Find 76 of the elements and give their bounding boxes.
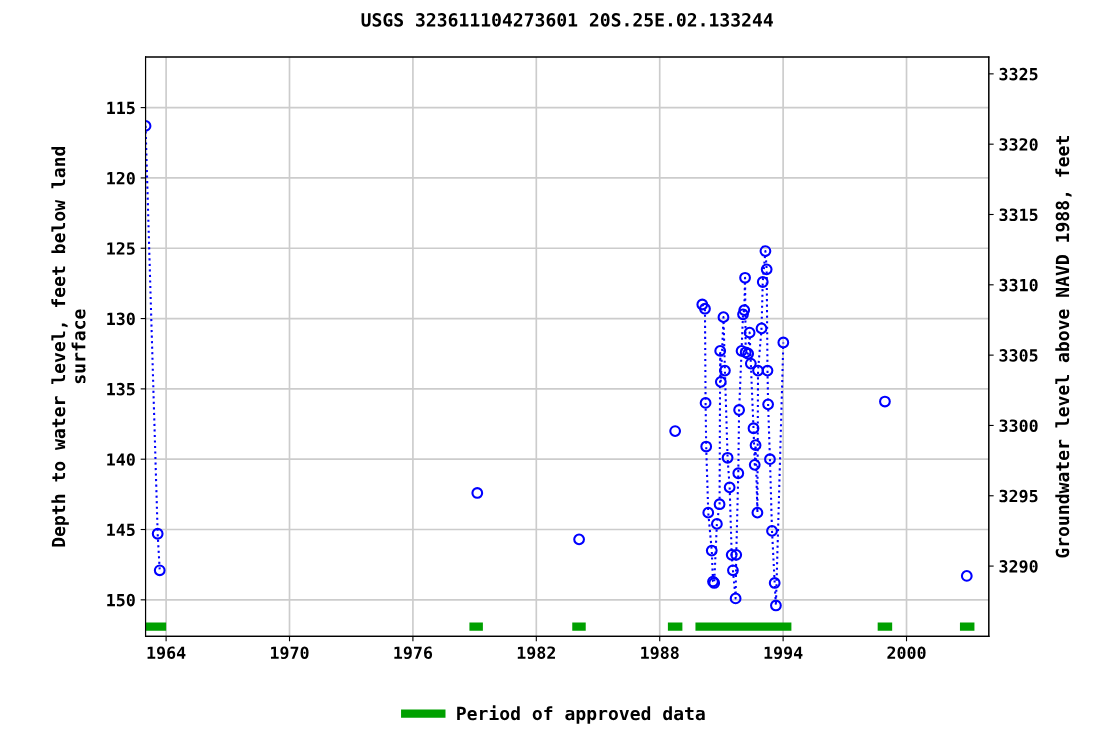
chart-title: USGS 323611104273601 20S.25E.02.133244: [361, 13, 773, 27]
x-tick-label: 1988: [641, 646, 679, 660]
point: [770, 599, 782, 612]
point: [766, 525, 778, 537]
point: [737, 308, 749, 321]
point: [700, 440, 713, 453]
y-tick-label: 140: [107, 453, 135, 466]
point: [696, 298, 709, 311]
point: [725, 548, 738, 561]
y2-tick-label: 3325: [999, 67, 1038, 81]
point: [669, 425, 682, 437]
y2-tick-label: 3300: [999, 419, 1038, 433]
x-tick-label: 1982: [517, 646, 555, 660]
point: [744, 357, 757, 370]
point: [768, 577, 781, 589]
point: [761, 364, 774, 377]
x-tick-label: 1976: [394, 646, 433, 660]
point: [723, 481, 736, 494]
point: [960, 570, 973, 582]
point: [762, 398, 775, 411]
x-tick-label: 1970: [270, 646, 309, 660]
y-tick-label: 130: [107, 312, 135, 326]
point: [713, 498, 726, 511]
y-tick-label: 120: [107, 171, 135, 185]
point: [151, 527, 164, 540]
y2-tick-label: 3295: [999, 489, 1038, 503]
y-axis-title: Depth to water level, feet below land surface: [51, 146, 86, 547]
point: [699, 302, 711, 315]
x-tick-label: 2000: [887, 646, 926, 660]
point: [721, 451, 734, 464]
x-tick-label: 1964: [147, 646, 186, 660]
point: [738, 304, 751, 317]
point: [699, 397, 712, 409]
y-tick-label: 125: [107, 242, 135, 255]
point: [719, 364, 731, 377]
point: [733, 404, 746, 416]
point: [739, 271, 751, 284]
point: [751, 506, 764, 519]
y-tick-label: 115: [107, 101, 135, 115]
y2-tick-label: 3315: [999, 208, 1038, 222]
y-tick-label: 145: [107, 523, 135, 537]
point: [735, 345, 748, 357]
y-tick-label: 150: [107, 593, 135, 607]
point: [759, 245, 772, 257]
point: [729, 592, 742, 605]
point: [730, 548, 743, 561]
y-tick-label: 135: [107, 382, 135, 396]
point: [714, 375, 727, 388]
point: [702, 506, 715, 519]
point: [748, 458, 761, 471]
legend-label: Period of approved data: [457, 705, 705, 724]
point: [727, 564, 739, 577]
y2-axis-title: Groundwater level above NAVD 1988, feet: [1055, 136, 1072, 558]
y2-tick-label: 3290: [999, 560, 1038, 573]
y2-tick-label: 3320: [999, 138, 1038, 151]
point: [747, 422, 760, 435]
point: [749, 439, 762, 452]
point: [756, 276, 769, 288]
point: [760, 263, 773, 276]
point: [743, 326, 756, 339]
point: [710, 517, 723, 530]
y2-tick-label: 3305: [999, 349, 1038, 362]
point: [764, 453, 776, 466]
point: [732, 467, 745, 480]
y2-tick-label: 3310: [999, 278, 1038, 292]
point: [714, 345, 727, 357]
point: [717, 311, 730, 324]
x-tick-label: 1994: [764, 646, 803, 660]
point: [755, 322, 768, 335]
point: [879, 395, 891, 408]
point: [705, 544, 718, 557]
point: [471, 487, 484, 499]
point: [153, 564, 166, 577]
point: [777, 336, 790, 349]
point: [573, 533, 585, 546]
point: [752, 364, 764, 377]
